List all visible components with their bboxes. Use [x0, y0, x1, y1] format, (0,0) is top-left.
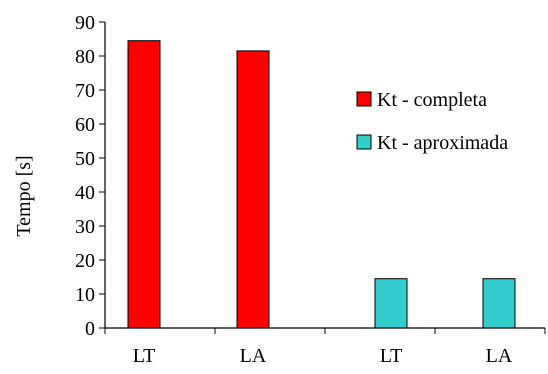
y-axis-title: Tempo [s] — [13, 155, 35, 236]
legend-swatch — [356, 91, 372, 107]
bar-aproximada-3 — [482, 278, 516, 329]
y-tick-label: 20 — [75, 250, 95, 272]
y-tick-label: 50 — [75, 148, 95, 170]
y-tick-label: 30 — [75, 216, 95, 238]
y-tick-label: 80 — [75, 46, 95, 68]
y-tick-label: 70 — [75, 80, 95, 102]
y-tick-label: 10 — [75, 284, 95, 306]
legend-label: Kt - aproximada — [377, 132, 508, 154]
y-ticks: 0 10 20 30 40 50 60 70 80 90 — [75, 12, 105, 340]
bar-completa-1 — [236, 50, 270, 329]
y-tick-label: 40 — [75, 182, 95, 204]
x-ticks: LT LA LT LA — [104, 328, 546, 367]
y-tick-label: 0 — [85, 318, 95, 340]
bars — [127, 40, 516, 329]
x-tick-label: LT — [133, 345, 156, 367]
y-tick-label: 90 — [75, 12, 95, 34]
x-tick-label: LA — [240, 345, 267, 367]
x-tick-label: LA — [486, 345, 513, 367]
legend-swatch — [356, 134, 372, 150]
legend: Kt - completa Kt - aproximada — [356, 89, 508, 154]
y-tick-label: 60 — [75, 114, 95, 136]
legend-label: Kt - completa — [377, 89, 487, 111]
axes — [104, 22, 545, 329]
x-tick-label: LT — [380, 345, 403, 367]
bar-completa-0 — [127, 40, 161, 329]
bar-aproximada-2 — [374, 278, 408, 329]
